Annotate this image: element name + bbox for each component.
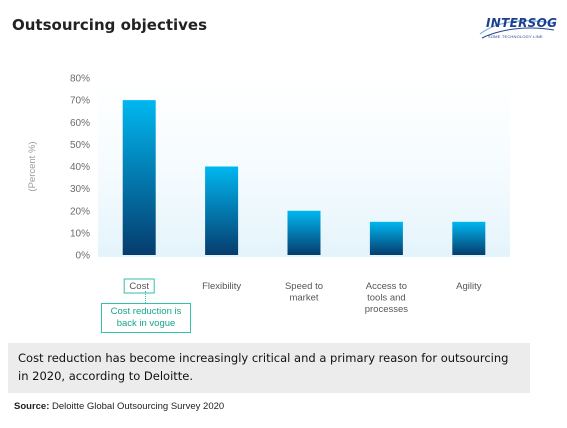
bar xyxy=(287,210,321,255)
callout-connector xyxy=(145,291,146,303)
source-text: Deloitte Global Outsourcing Survey 2020 xyxy=(52,401,225,412)
x-tick-label: Flexibility xyxy=(202,281,241,292)
logo-tagline: SOME TECHNOLOGY LINE xyxy=(488,34,543,39)
x-tick-label: processes xyxy=(365,304,409,315)
bar-chart: 0% 10% 20% 30% 40% 50% 60% 70% 80% (Percent %) Cos… xyxy=(27,74,510,315)
callout-line-1: Cost reduction is xyxy=(110,306,182,317)
y-axis-label: (Percent %) xyxy=(27,141,38,191)
y-tick-label: 40% xyxy=(70,162,90,173)
y-tick-label: 60% xyxy=(70,118,90,129)
y-tick-label: 20% xyxy=(70,206,90,217)
bar xyxy=(122,100,156,255)
logo-swoosh-icon xyxy=(479,20,557,39)
bar xyxy=(369,221,403,255)
x-tick-label: Speed to xyxy=(285,281,323,292)
y-tick-label: 50% xyxy=(70,140,90,151)
x-tick-label: market xyxy=(289,293,318,304)
x-tick-label: tools and xyxy=(367,293,406,304)
bar xyxy=(205,166,239,255)
y-tick-label: 80% xyxy=(70,74,90,85)
y-tick-label: 0% xyxy=(76,251,91,262)
y-tick-label: 10% xyxy=(70,228,90,239)
source-label: Source: xyxy=(14,401,50,412)
chart-title: Outsourcing objectives xyxy=(12,16,208,34)
y-tick-label: 70% xyxy=(70,96,90,107)
x-tick-label: Access to xyxy=(366,281,407,292)
logo-wordmark: INTERSOG xyxy=(486,16,558,30)
y-tick-label: 30% xyxy=(70,184,90,195)
x-tick-label: Agility xyxy=(456,281,482,292)
source-line: Source: Deloitte Global Outsourcing Surv… xyxy=(14,401,224,412)
cost-highlight-box xyxy=(123,278,155,294)
note-box: Cost reduction has become increasingly c… xyxy=(8,343,530,393)
callout-box: Cost reduction is back in vogue xyxy=(101,303,191,333)
x-tick-label: Cost xyxy=(129,281,149,292)
intersog-logo: INTERSOG SOME TECHNOLOGY LINE xyxy=(478,12,558,46)
callout-line-2: back in vogue xyxy=(116,317,176,329)
bar xyxy=(452,221,486,255)
